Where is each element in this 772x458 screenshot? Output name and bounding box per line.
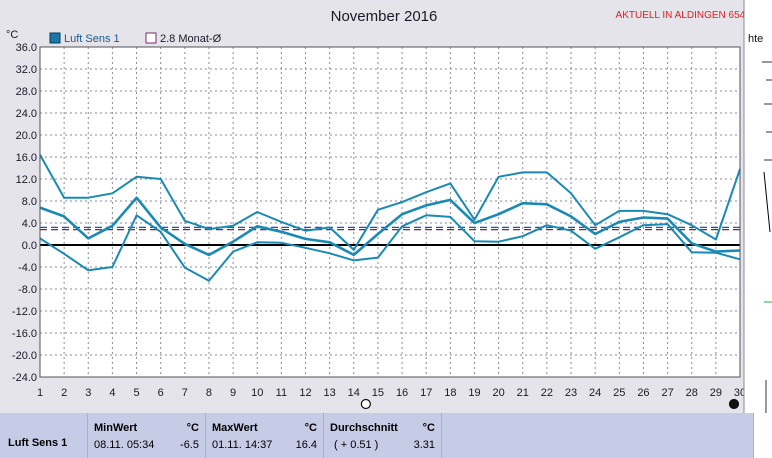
y-unit-label: °C: [6, 29, 18, 41]
series-group: [39, 154, 741, 282]
side-panel-label: hte: [748, 33, 763, 45]
y-tick-label: -12.0: [12, 306, 37, 318]
x-tick-label: 27: [661, 387, 673, 399]
y-tick-label: 20.0: [16, 130, 37, 142]
x-tick-label: 29: [710, 387, 722, 399]
month-end-marker: [728, 398, 740, 410]
x-tick-label: 8: [206, 387, 212, 399]
x-tick-label: 30: [734, 387, 746, 399]
max-unit: °C: [304, 422, 317, 434]
legend: Luft Sens 1 2.8 Monat-Ø: [49, 32, 222, 45]
x-tick-label: 20: [492, 387, 504, 399]
max-header: MaxWert: [212, 422, 258, 434]
y-tick-label: 0.0: [22, 240, 37, 252]
x-tick-label: 1: [37, 387, 43, 399]
day-markers: [360, 398, 740, 410]
legend-swatch-monat: [145, 32, 157, 44]
min-unit: °C: [186, 422, 199, 434]
x-tick-label: 10: [251, 387, 263, 399]
avg-cell: Durchschnitt °C ( + 0.51 ) 3.31: [324, 413, 442, 458]
x-tick-label: 15: [372, 387, 384, 399]
x-tick-label: 16: [396, 387, 408, 399]
side-panel-footer: [754, 413, 772, 458]
x-tick-label: 13: [324, 387, 336, 399]
y-tick-label: -20.0: [12, 350, 37, 362]
x-tick-label: 28: [686, 387, 698, 399]
y-tick-label: 32.0: [16, 64, 37, 76]
station-label: AKTUELL IN ALDINGEN 654mNN: [616, 10, 768, 21]
avg-header: Durchschnitt: [330, 422, 398, 434]
y-tick-label: -8.0: [18, 284, 37, 296]
x-tick-label: 5: [133, 387, 139, 399]
y-tick-label: 36.0: [16, 42, 37, 54]
mid-month-marker: [360, 398, 371, 410]
chart-title: November 2016: [331, 8, 438, 25]
y-tick-label: 24.0: [16, 108, 37, 120]
x-tick-label: 18: [444, 387, 456, 399]
y-tick-label: 28.0: [16, 86, 37, 98]
x-tick-label: 26: [637, 387, 649, 399]
x-tick-labels: 1 2 3 4 5 6 7 8 9 10 11 12 13 14 15 16 17 18 19 20 21 22 23 24 2…: [37, 387, 746, 399]
legend-swatch-luft: [49, 32, 61, 44]
y-tick-label: 12.0: [16, 174, 37, 186]
side-panel: hte: [743, 0, 772, 413]
side-trace: [763, 171, 771, 233]
min-cell: MinWert °C 08.11. 05:34 -6.5: [88, 413, 206, 458]
avg-value: 3.31: [413, 439, 435, 451]
y-tick-label: 16.0: [16, 152, 37, 164]
empty-cell: [442, 413, 754, 458]
y-tick-label: -16.0: [12, 328, 37, 340]
min-header: MinWert: [94, 422, 138, 434]
legend-label-monat[interactable]: 2.8 Monat-Ø: [160, 33, 222, 45]
y-tick-label: 4.0: [22, 218, 37, 230]
series-line-mittel: [39, 196, 741, 257]
min-value: -6.5: [180, 439, 199, 451]
x-tick-label: 25: [613, 387, 625, 399]
x-tick-label: 12: [299, 387, 311, 399]
temperature-chart: 36.0 32.0 28.0 24.0 20.0 16.0 12.0 8.0 4.0 0.0 -4.…: [6, 0, 772, 413]
y-tick-label: 8.0: [22, 196, 37, 208]
x-tick-label: 17: [420, 387, 432, 399]
max-time: 01.11. 14:37: [212, 439, 273, 451]
min-time: 08.11. 05:34: [94, 439, 155, 451]
x-tick-label: 21: [517, 387, 529, 399]
x-tick-label: 24: [589, 387, 601, 399]
x-tick-label: 7: [182, 387, 188, 399]
x-tick-label: 2: [61, 387, 67, 399]
x-tick-label: 22: [541, 387, 553, 399]
max-cell: MaxWert °C 01.11. 14:37 16.4: [206, 413, 324, 458]
avg-delta: ( + 0.51 ): [334, 439, 379, 451]
max-value: 16.4: [295, 439, 317, 451]
avg-unit: °C: [422, 422, 435, 434]
y-tick-label: -4.0: [18, 262, 37, 274]
y-tick-labels: 36.0 32.0 28.0 24.0 20.0 16.0 12.0 8.0 4.0 0.0 -4.…: [12, 42, 37, 384]
sensor-cell: Luft Sens 1: [0, 413, 88, 458]
legend-label-luft[interactable]: Luft Sens 1: [64, 33, 120, 45]
status-bar: Luft Sens 1 MinWert °C 08.11. 05:34 -6.5…: [0, 413, 772, 458]
x-tick-label: 14: [348, 387, 360, 399]
x-tick-label: 23: [565, 387, 577, 399]
plot-area: [40, 47, 740, 377]
x-tick-label: 11: [276, 387, 287, 399]
y-tick-label: -24.0: [12, 372, 37, 384]
x-tick-label: 3: [85, 387, 91, 399]
x-tick-label: 4: [109, 387, 115, 399]
x-tick-label: 19: [468, 387, 480, 399]
x-tick-label: 6: [158, 387, 164, 399]
series-line-min: [39, 214, 741, 282]
sensor-label: Luft Sens 1: [8, 437, 68, 449]
series-line-max: [39, 154, 741, 251]
x-tick-label: 9: [230, 387, 236, 399]
plot-border: [39, 46, 741, 378]
